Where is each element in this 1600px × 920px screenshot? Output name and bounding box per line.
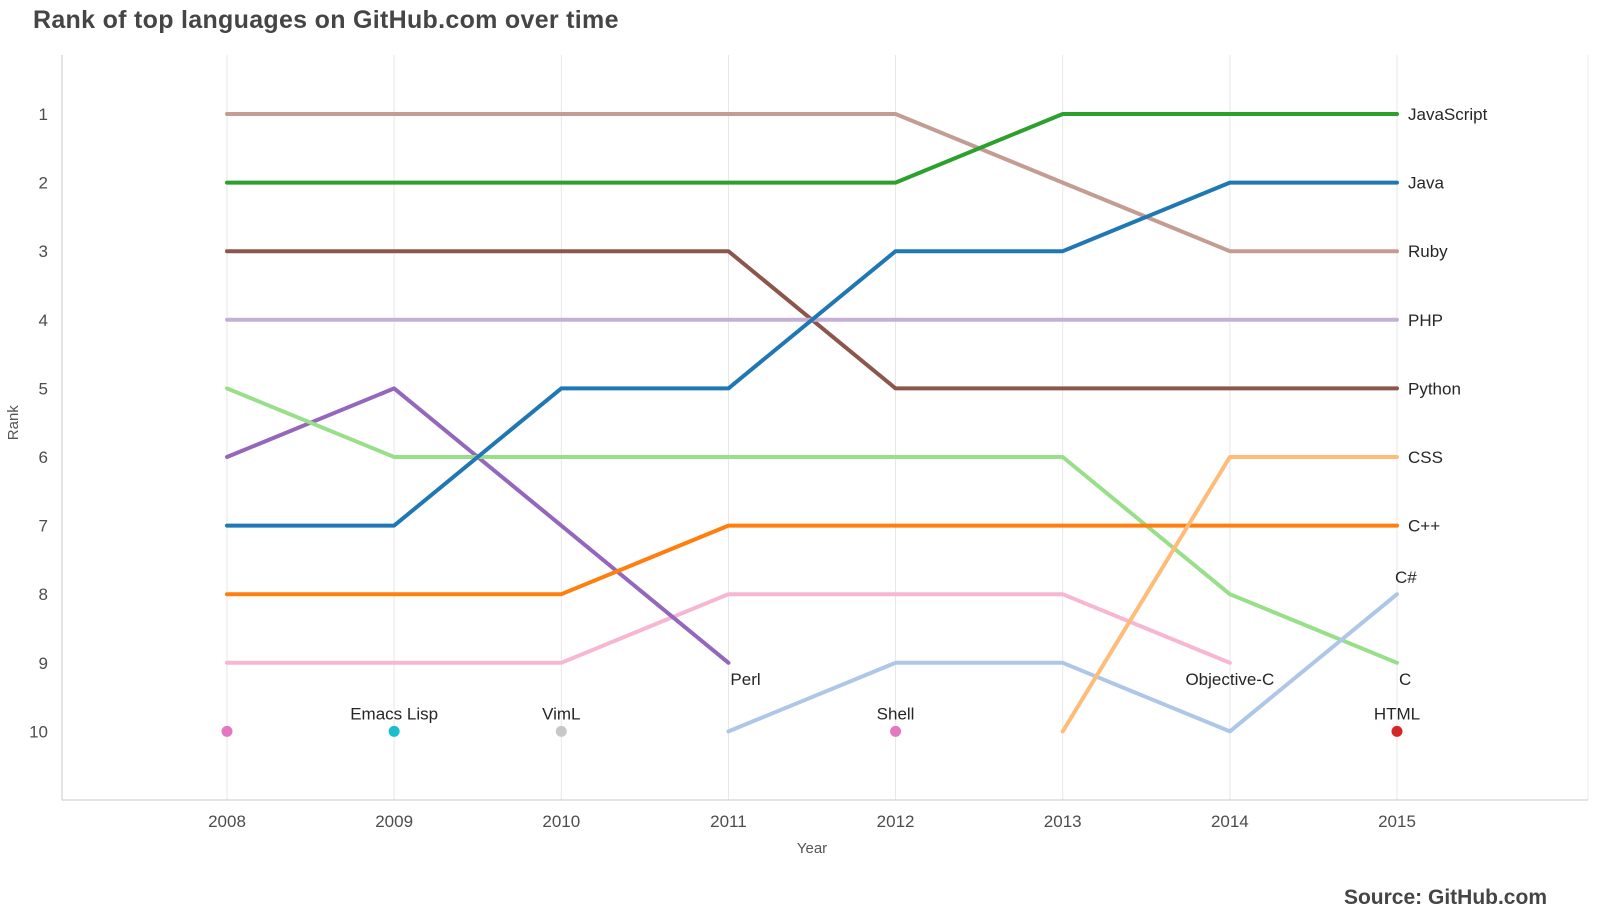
- series-label-php: PHP: [1408, 311, 1443, 330]
- y-tick-8: 8: [39, 585, 48, 604]
- y-tick-2: 2: [39, 174, 48, 193]
- y-tick-3: 3: [39, 242, 48, 261]
- dot-html: [1391, 725, 1403, 737]
- y-tick-9: 9: [39, 654, 48, 673]
- dot-shell: [890, 725, 902, 737]
- series-line-csharp: [726, 592, 1399, 734]
- series-label-perl: Perl: [730, 670, 760, 689]
- series-line-cplusplus: [225, 523, 1399, 597]
- y-tick-10: 10: [29, 722, 48, 741]
- y-tick-5: 5: [39, 379, 48, 398]
- y-axis-title: Rank: [5, 405, 22, 441]
- series-label-css: CSS: [1408, 448, 1443, 467]
- annotation-label-html: HTML: [1374, 704, 1420, 723]
- x-tick-2011: 2011: [710, 812, 747, 831]
- page-title: Rank of top languages on GitHub.com over…: [33, 6, 619, 34]
- series-label-cplusplus: C++: [1408, 517, 1440, 536]
- series-label-javascript: JavaScript: [1408, 105, 1488, 124]
- source-attribution: Source: GitHub.com: [1343, 886, 1547, 909]
- annotation-label-emacs-lisp: Emacs Lisp: [350, 704, 438, 723]
- x-tick-2010: 2010: [542, 812, 580, 831]
- x-tick-2014: 2014: [1211, 812, 1249, 831]
- series-line-javascript: [225, 112, 1399, 185]
- y-tick-1: 1: [39, 105, 48, 124]
- series-label-csharp: C#: [1395, 568, 1417, 587]
- dot-viml: [555, 725, 567, 737]
- dot-unlabeled-2008: [221, 725, 233, 737]
- x-tick-2008: 2008: [208, 812, 246, 831]
- y-tick-7: 7: [39, 517, 48, 536]
- series-line-ruby: [225, 112, 1399, 254]
- series-line-java: [225, 180, 1399, 528]
- series-label-objective-c: Objective-C: [1185, 670, 1274, 689]
- x-axis-title: Year: [797, 840, 827, 857]
- series-line-c: [225, 386, 1399, 665]
- y-tick-4: 4: [39, 311, 48, 330]
- series-label-java: Java: [1408, 174, 1444, 193]
- x-tick-2009: 2009: [375, 812, 413, 831]
- x-tick-2015: 2015: [1378, 812, 1416, 831]
- x-tick-2012: 2012: [877, 812, 915, 831]
- y-tick-6: 6: [39, 448, 48, 467]
- series-line-css: [1060, 455, 1399, 734]
- series-line-objective-c: [225, 592, 1232, 665]
- annotation-label-viml: VimL: [542, 704, 580, 723]
- series-label-c: C: [1399, 670, 1411, 689]
- x-tick-2013: 2013: [1044, 812, 1082, 831]
- annotation-label-shell: Shell: [877, 704, 915, 723]
- series-label-python: Python: [1408, 379, 1461, 398]
- series-label-ruby: Ruby: [1408, 242, 1448, 261]
- dot-emacs-lisp: [388, 725, 400, 737]
